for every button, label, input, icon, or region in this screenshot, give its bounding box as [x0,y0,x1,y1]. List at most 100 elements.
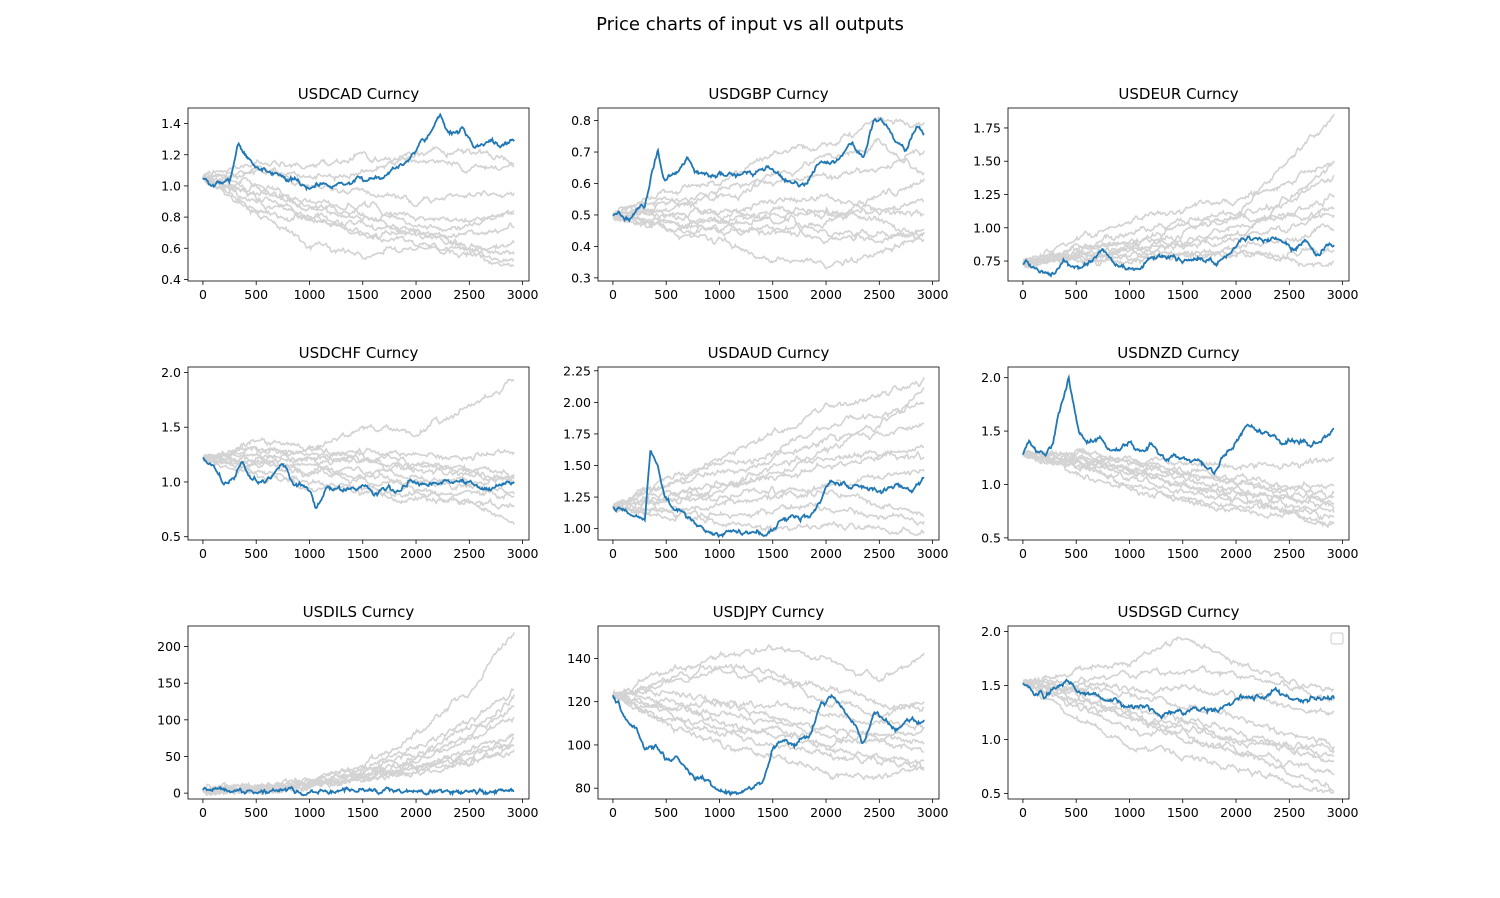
output-series-line [1022,664,1335,703]
x-tick-label: 0 [1019,546,1027,561]
x-tick-label: 3000 [917,546,949,561]
y-tick-label: 200 [157,639,181,654]
plot-area [612,376,925,539]
plot-area [1022,636,1335,794]
axes-frame [187,625,530,800]
output-series-line [612,692,925,742]
input-series-line [612,693,925,797]
output-series-line [202,378,515,461]
y-tick-label: 150 [157,676,181,691]
x-tick-label: 2000 [400,805,432,820]
x-tick-label: 2000 [810,805,842,820]
output-series-line [1022,447,1335,503]
output-series-line [612,148,925,216]
x-tick-label: 1000 [704,287,736,302]
x-tick-label: 1000 [1114,287,1146,302]
subplot-title: USDJPY Curncy [713,603,825,621]
subplot-2: USDEUR Curncy 0 500 1000 1500 2000 2500 3000 0.7… [973,85,1358,302]
y-tick-label: 2.00 [563,395,591,410]
x-tick-label: 2000 [400,287,432,302]
output-series-line [1022,679,1335,755]
x-tick-label: 2000 [1220,287,1252,302]
x-tick-label: 2000 [1220,546,1252,561]
subplot-6: USDILS Curncy 0 500 1000 1500 2000 2500 3000 0 50… [157,603,538,820]
output-series-line [1022,161,1335,265]
plot-area [1022,373,1335,529]
output-series-line [612,214,925,245]
x-tick-label: 2500 [453,287,485,302]
x-tick-label: 2000 [400,546,432,561]
y-tick-label: 50 [165,749,181,764]
x-tick-label: 2500 [453,805,485,820]
y-tick-label: 1.4 [161,116,181,131]
x-tick-label: 500 [1064,805,1088,820]
y-tick-label: 2.25 [563,363,591,378]
subplot-title: USDAUD Curncy [708,344,830,362]
y-tick-label: 1.75 [973,120,1001,135]
input-series-line [1022,235,1335,278]
subplot-4: USDAUD Curncy 0 500 1000 1500 2000 2500 3000 1.0… [563,344,948,561]
input-series-line [202,785,515,797]
output-series-line [202,749,515,795]
y-tick-label: 0.3 [571,270,591,285]
x-tick-label: 1000 [704,805,736,820]
y-tick-label: 1.50 [563,458,591,473]
x-tick-label: 0 [199,546,207,561]
x-tick-label: 0 [609,546,617,561]
x-tick-label: 500 [244,287,268,302]
output-series-line [202,177,515,256]
output-series-line [202,456,515,505]
output-series-line [612,449,925,514]
output-series-line [1022,160,1335,265]
output-series-line [612,193,925,221]
output-series-line [1022,246,1335,269]
y-tick-label: 0.5 [571,207,591,222]
subplot-7: USDJPY Curncy 0 500 1000 1500 2000 2500 3000 80 1… [567,603,948,820]
output-series-line [1022,450,1335,492]
y-tick-label: 1.0 [981,732,1001,747]
x-tick-label: 1500 [1167,546,1199,561]
x-tick-label: 2000 [810,546,842,561]
output-series-line [612,204,925,242]
input-series-line [202,112,515,192]
x-tick-label: 3000 [917,805,949,820]
x-tick-label: 0 [1019,287,1027,302]
y-tick-label: 1.5 [981,424,1001,439]
output-series-line [202,174,515,233]
x-tick-label: 3000 [507,546,539,561]
subplot-title: USDILS Curncy [303,603,415,621]
y-tick-label: 1.0 [161,178,181,193]
y-tick-label: 1.0 [161,474,181,489]
output-series-line [612,444,925,509]
x-tick-label: 1000 [294,805,326,820]
output-series-line [202,453,515,495]
x-tick-label: 1500 [347,287,379,302]
input-series-line [1022,373,1335,476]
output-series-line [612,663,925,713]
x-tick-label: 500 [244,805,268,820]
x-tick-label: 500 [654,805,678,820]
plot-area [612,116,925,270]
figure-title: Price charts of input vs all outputs [596,14,904,35]
y-tick-label: 0.8 [571,113,591,128]
x-tick-label: 2500 [1273,287,1305,302]
output-series-line [612,502,925,526]
x-tick-label: 1000 [1114,546,1146,561]
plot-area [202,632,515,797]
output-series-line [1022,451,1335,505]
output-series-line [202,454,515,488]
output-series-line [202,176,515,240]
x-tick-label: 1500 [757,546,789,561]
y-tick-label: 1.25 [973,187,1001,202]
input-series-line [612,117,925,223]
output-series-line [612,422,925,509]
subplot-1: USDGBP Curncy 0 500 1000 1500 2000 2500 3000 0.3… [571,85,948,302]
x-tick-label: 2500 [453,546,485,561]
output-series-line [1022,636,1335,693]
output-series-line [202,150,515,184]
x-tick-label: 1000 [704,546,736,561]
y-tick-label: 0.8 [161,210,181,225]
output-series-line [202,445,515,480]
output-series-line [1022,680,1335,793]
axes-frame [187,366,530,541]
